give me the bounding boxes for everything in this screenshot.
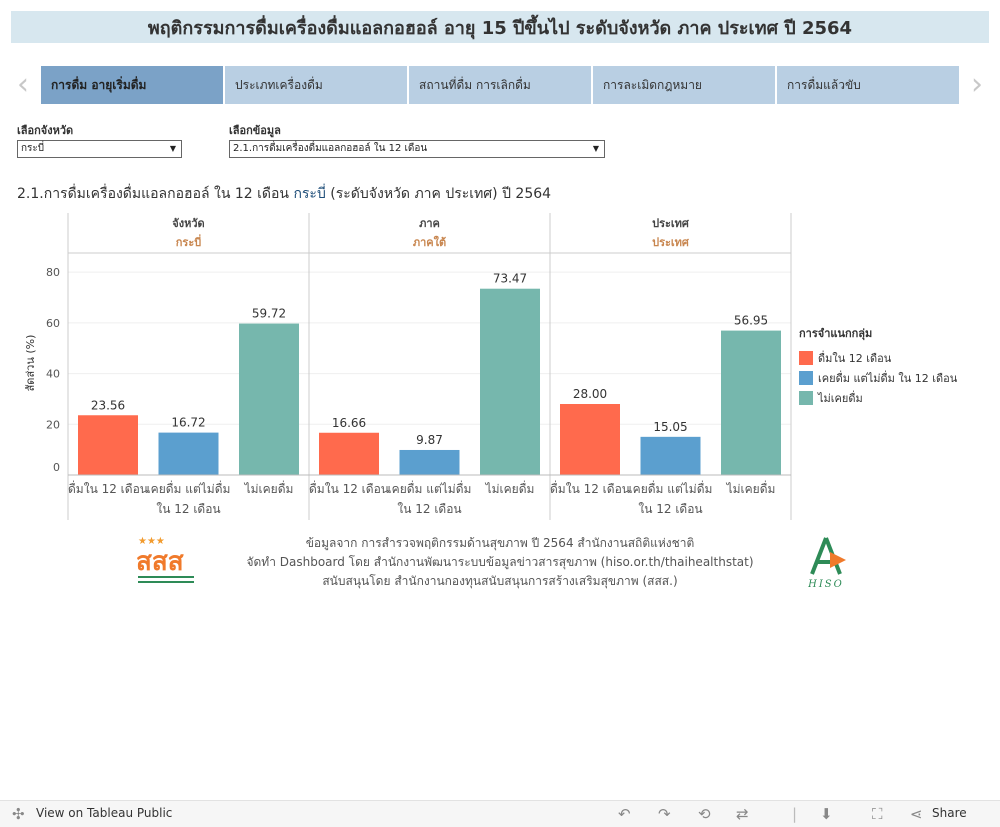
fullscreen-icon[interactable]: ⛶	[872, 805, 883, 823]
x-tick-label: เคยดื่ม แต่ไม่ดื่ม	[629, 480, 713, 496]
tab-drinking-start-age[interactable]: การดื่ม อายุเริ่มดื่ม	[41, 66, 223, 104]
bar	[239, 323, 299, 475]
tableau-logo-icon[interactable]: ✣	[12, 805, 25, 823]
chart-heading-highlight: กระบี่	[293, 186, 326, 202]
refresh-icon[interactable]: ⇄	[736, 805, 749, 823]
panel-subheader: กระบี่	[176, 234, 201, 249]
tab-beverage-type[interactable]: ประเภทเครื่องดื่ม	[225, 66, 407, 104]
credit-line-sponsor: สนับสนุนโดย สำนักงานกองทุนสนับสนุนการสร้…	[322, 574, 678, 588]
bar	[319, 432, 379, 475]
credit-line-author: จัดทำ Dashboard โดย สำนักงานพัฒนาระบบข้อ…	[246, 555, 754, 569]
x-tick-label: ดื่มใน 12 เดือน	[68, 480, 148, 496]
hiso-logo: HISO	[807, 537, 846, 590]
chart-heading-prefix: 2.1.การดื่มเครื่องดื่มแอลกอฮอล์ ใน 12 เด…	[17, 186, 289, 202]
data-filter-label: เลือกข้อมูล	[229, 124, 281, 137]
credits: ข้อมูลจาก การสำรวจพฤติกรรมด้านสุขภาพ ปี …	[200, 534, 800, 591]
bar-value-label: 56.95	[734, 314, 768, 328]
x-tick-label: ไม่เคยดื่ม	[244, 480, 294, 496]
legend-label: ไม่เคยดื่ม	[818, 392, 863, 405]
bar-value-label: 16.66	[332, 416, 366, 430]
panel-subheader: ภาคใต้	[413, 235, 446, 249]
legend-swatch	[799, 391, 813, 405]
logo-underline	[138, 576, 194, 578]
bar-value-label: 15.05	[653, 420, 687, 434]
bar-value-label: 9.87	[416, 433, 443, 447]
bar	[78, 415, 138, 475]
bar	[560, 404, 620, 475]
toolbar-divider: |	[792, 805, 798, 823]
logo-left-text: สสส	[136, 546, 184, 576]
dropdown-caret-icon: ▼	[169, 144, 176, 153]
view-on-tableau-link[interactable]: View on Tableau Public	[36, 806, 173, 820]
dashboard-title: พฤติกรรมการดื่มเครื่องดื่มแอลกอฮอล์ อายุ…	[11, 11, 989, 43]
logo-underline	[138, 581, 194, 583]
bar	[480, 288, 540, 475]
x-tick-label: เคยดื่ม แต่ไม่ดื่ม	[388, 480, 472, 496]
legend: การจำแนกกลุ่ม ดื่มใน 12 เดือน เคยดื่ม แต…	[799, 324, 957, 408]
prev-arrow-icon[interactable]: ‹	[17, 67, 29, 102]
province-filter-label: เลือกจังหวัด	[17, 124, 74, 137]
tableau-footer: ✣ View on Tableau Public ↶ ↷ ⟲ ⇄ | ⬇ ⛶ ⋖…	[0, 800, 1000, 827]
panel-subheader: ประเทศ	[652, 236, 690, 249]
x-tick-label: เคยดื่ม แต่ไม่ดื่ม	[147, 480, 231, 496]
legend-item-former-drinker[interactable]: เคยดื่ม แต่ไม่ดื่ม ใน 12 เดือน	[799, 368, 957, 388]
logo-right-text: HISO	[807, 579, 844, 590]
legend-item-drink-12m[interactable]: ดื่มใน 12 เดือน	[799, 348, 957, 368]
y-tick-label: 0	[53, 461, 60, 474]
data-select[interactable]: 2.1.การดื่มเครื่องดื่มแอลกอฮอล์ ใน 12 เด…	[229, 140, 605, 158]
chart-heading: 2.1.การดื่มเครื่องดื่มแอลกอฮอล์ ใน 12 เด…	[17, 183, 551, 205]
credit-line-source: ข้อมูลจาก การสำรวจพฤติกรรมด้านสุขภาพ ปี …	[305, 536, 695, 550]
next-arrow-icon[interactable]: ›	[971, 67, 983, 102]
bar-value-label: 28.00	[573, 387, 607, 401]
y-axis-title: สัดส่วน (%)	[24, 335, 37, 392]
story-tabs: การดื่ม อายุเริ่มดื่ม ประเภทเครื่องดื่ม …	[41, 66, 961, 104]
redo-icon[interactable]: ↷	[658, 805, 671, 823]
bar-value-label: 73.47	[493, 272, 527, 286]
undo-icon[interactable]: ↶	[618, 805, 631, 823]
data-select-value: 2.1.การดื่มเครื่องดื่มแอลกอฮอล์ ใน 12 เด…	[233, 143, 428, 154]
revert-icon[interactable]: ⟲	[698, 805, 711, 823]
y-tick-label: 20	[46, 418, 60, 431]
x-tick-label: ใน 12 เดือน	[397, 502, 461, 516]
legend-swatch	[799, 351, 813, 365]
chart-heading-suffix: (ระดับจังหวัด ภาค ประเทศ) ปี 2564	[330, 186, 552, 202]
x-tick-label: ไม่เคยดื่ม	[726, 480, 776, 496]
y-tick-label: 80	[46, 266, 60, 279]
bar	[399, 449, 460, 475]
panel-header: ประเทศ	[652, 217, 690, 230]
x-tick-label: ไม่เคยดื่ม	[485, 480, 535, 496]
download-icon[interactable]: ⬇	[820, 805, 833, 823]
legend-swatch	[799, 371, 813, 385]
y-tick-label: 40	[46, 368, 60, 381]
share-button[interactable]: Share	[932, 806, 967, 820]
x-tick-label: ใน 12 เดือน	[156, 502, 220, 516]
dropdown-caret-icon: ▼	[592, 144, 599, 153]
thaihealth-logo: ★★★ สสส	[136, 536, 194, 583]
bar	[721, 330, 781, 475]
legend-label: ดื่มใน 12 เดือน	[818, 352, 892, 365]
x-tick-label: ใน 12 เดือน	[638, 502, 702, 516]
panel-header: ภาค	[419, 217, 440, 230]
bar-value-label: 59.72	[252, 307, 286, 321]
tab-law-violation[interactable]: การละเมิดกฎหมาย	[593, 66, 775, 104]
province-select[interactable]: กระบี่ ▼	[17, 140, 182, 158]
tab-place-quitting[interactable]: สถานที่ดื่ม การเลิกดื่ม	[409, 66, 591, 104]
bar-value-label: 16.72	[171, 416, 205, 430]
tab-drink-driving[interactable]: การดื่มแล้วขับ	[777, 66, 959, 104]
bar	[158, 432, 219, 475]
x-tick-label: ดื่มใน 12 เดือน	[309, 480, 389, 496]
panel-header: จังหวัด	[172, 217, 204, 230]
legend-title: การจำแนกกลุ่ม	[799, 327, 873, 340]
bar-value-label: 23.56	[91, 398, 125, 412]
province-select-value: กระบี่	[21, 143, 45, 154]
x-tick-label: ดื่มใน 12 เดือน	[550, 480, 630, 496]
logo-arrow-icon	[830, 552, 846, 568]
bar	[640, 436, 701, 475]
legend-label: เคยดื่ม แต่ไม่ดื่ม ใน 12 เดือน	[818, 372, 958, 385]
y-tick-label: 60	[46, 317, 60, 330]
share-icon[interactable]: ⋖	[910, 805, 923, 823]
logo-stars-icon: ★★★	[138, 536, 165, 547]
legend-item-never-drink[interactable]: ไม่เคยดื่ม	[799, 388, 957, 408]
